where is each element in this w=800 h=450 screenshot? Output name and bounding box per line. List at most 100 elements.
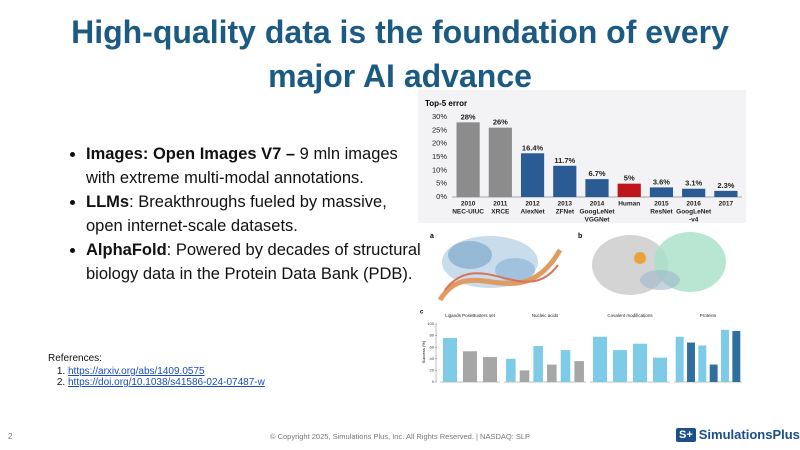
logo-mark: S+ xyxy=(676,427,696,442)
bar xyxy=(593,336,607,382)
panel-title: Nucleic acids xyxy=(532,313,559,318)
y-tick-label: 60 xyxy=(430,344,435,349)
bullet-text: : Breakthroughs fueled by massive, open … xyxy=(86,193,387,235)
value-label: 3.6% xyxy=(653,177,670,186)
bullet-list: Images: Open Images V7 – 9 mln images wi… xyxy=(68,143,426,287)
value-label: 5% xyxy=(624,174,635,183)
y-tick-label: 100 xyxy=(427,321,434,326)
value-label: 2.3% xyxy=(717,181,734,190)
bar xyxy=(553,165,577,197)
bar xyxy=(682,188,706,197)
bar xyxy=(574,361,584,382)
bar xyxy=(653,357,667,382)
x-tick-label: AlexNet xyxy=(520,209,545,216)
y-tick-label: 20% xyxy=(432,139,447,148)
bar xyxy=(714,190,738,197)
chart-title: Top-5 error xyxy=(425,99,467,108)
panel-title: Ligands PoseBusters set xyxy=(445,313,496,318)
bar xyxy=(585,179,609,197)
bar xyxy=(613,350,627,382)
bar xyxy=(456,122,480,197)
bar xyxy=(698,345,707,382)
y-tick-label: 80 xyxy=(430,333,435,338)
bullet-lead: AlphaFold xyxy=(86,241,167,259)
y-tick-label: 20 xyxy=(430,367,435,372)
reference-link[interactable]: https://doi.org/10.1038/s41586-024-07487… xyxy=(68,377,265,388)
x-tick-label: 2015 xyxy=(654,201,669,208)
y-tick-label: 30% xyxy=(432,112,447,121)
x-tick-label: 2012 xyxy=(525,201,540,208)
bar xyxy=(649,187,674,197)
bar xyxy=(687,342,695,382)
page-number: 2 xyxy=(8,432,13,441)
panel-letter: a xyxy=(430,233,434,240)
logo-text: SimulationsPlus xyxy=(698,427,800,442)
x-tick-label: 2013 xyxy=(558,201,573,208)
panel-title: Covalent modifications xyxy=(607,313,653,318)
bar xyxy=(463,351,477,382)
y-axis-title: Success (%) xyxy=(421,340,426,363)
value-label: 16.4% xyxy=(522,143,544,152)
bullet-lead: Images: Open Images V7 – xyxy=(86,145,296,163)
y-tick-label: 5% xyxy=(436,179,447,188)
x-tick-label: ZFNet xyxy=(556,209,575,216)
bar xyxy=(617,183,641,197)
y-tick-label: 25% xyxy=(432,125,447,134)
x-tick-label: -v4 xyxy=(689,217,699,224)
bullet-lead: LLMs xyxy=(86,193,130,211)
y-tick-label: 15% xyxy=(432,152,447,161)
bar xyxy=(506,358,516,382)
panel-title: Proteins xyxy=(700,313,717,318)
reference-link[interactable]: https://arxiv.org/abs/1409.0575 xyxy=(68,366,205,377)
x-tick-label: NEC-UIUC xyxy=(452,209,484,216)
bullet-text: 9 mln images with extreme multi-modal an… xyxy=(86,145,398,187)
references: References: https://arxiv.org/abs/1409.0… xyxy=(48,353,265,388)
bullet: Images: Open Images V7 – 9 mln images wi… xyxy=(86,143,426,190)
y-tick-label: 40 xyxy=(430,356,435,361)
value-label: 26% xyxy=(493,118,508,127)
reference-list: https://arxiv.org/abs/1409.0575 https://… xyxy=(48,366,265,388)
slide-title: High-quality data is the foundation of e… xyxy=(71,14,729,94)
bar xyxy=(721,329,729,382)
x-tick-label: GoogLeNet xyxy=(676,209,712,216)
reference: https://doi.org/10.1038/s41586-024-07487… xyxy=(68,377,265,388)
reference: https://arxiv.org/abs/1409.0575 xyxy=(68,366,265,377)
x-tick-label: VGGNet xyxy=(585,217,611,224)
logo: S+ SimulationsPlus xyxy=(676,427,800,442)
protein-illustration-a xyxy=(437,236,563,302)
x-tick-label: XRCE xyxy=(491,209,510,216)
bar xyxy=(547,364,557,382)
x-tick-label: Human xyxy=(618,201,640,208)
x-tick-label: 2010 xyxy=(461,201,476,208)
value-label: 3.1% xyxy=(685,179,702,188)
protein-illustration-b xyxy=(592,232,726,295)
y-tick-label: 0 xyxy=(432,379,435,384)
bar xyxy=(675,336,684,382)
value-label: 11.7% xyxy=(554,156,575,165)
bar xyxy=(483,357,497,382)
bar xyxy=(520,153,545,197)
x-tick-label: ResNet xyxy=(650,209,673,216)
value-label: 28% xyxy=(461,112,476,121)
x-tick-label: 2017 xyxy=(719,201,734,208)
bar xyxy=(633,343,647,382)
references-heading: References: xyxy=(48,353,102,364)
y-tick-label: 10% xyxy=(432,165,447,174)
copyright: © Copyright 2025, Simulations Plus, Inc.… xyxy=(269,432,531,441)
bar xyxy=(732,330,741,382)
bullet: AlphaFold: Powered by decades of structu… xyxy=(86,239,426,286)
bar xyxy=(488,127,512,197)
x-tick-label: 2016 xyxy=(686,201,701,208)
x-tick-label: 2014 xyxy=(590,201,605,208)
bar xyxy=(443,337,457,382)
value-label: 6.7% xyxy=(588,169,605,178)
panel-letter: b xyxy=(578,233,582,240)
bar xyxy=(709,364,718,382)
bar xyxy=(519,370,530,382)
bullet: LLMs: Breakthroughs fueled by massive, o… xyxy=(86,191,426,238)
x-tick-label: GoogLeNet xyxy=(579,209,615,216)
bar xyxy=(560,350,571,382)
bar xyxy=(533,346,543,382)
